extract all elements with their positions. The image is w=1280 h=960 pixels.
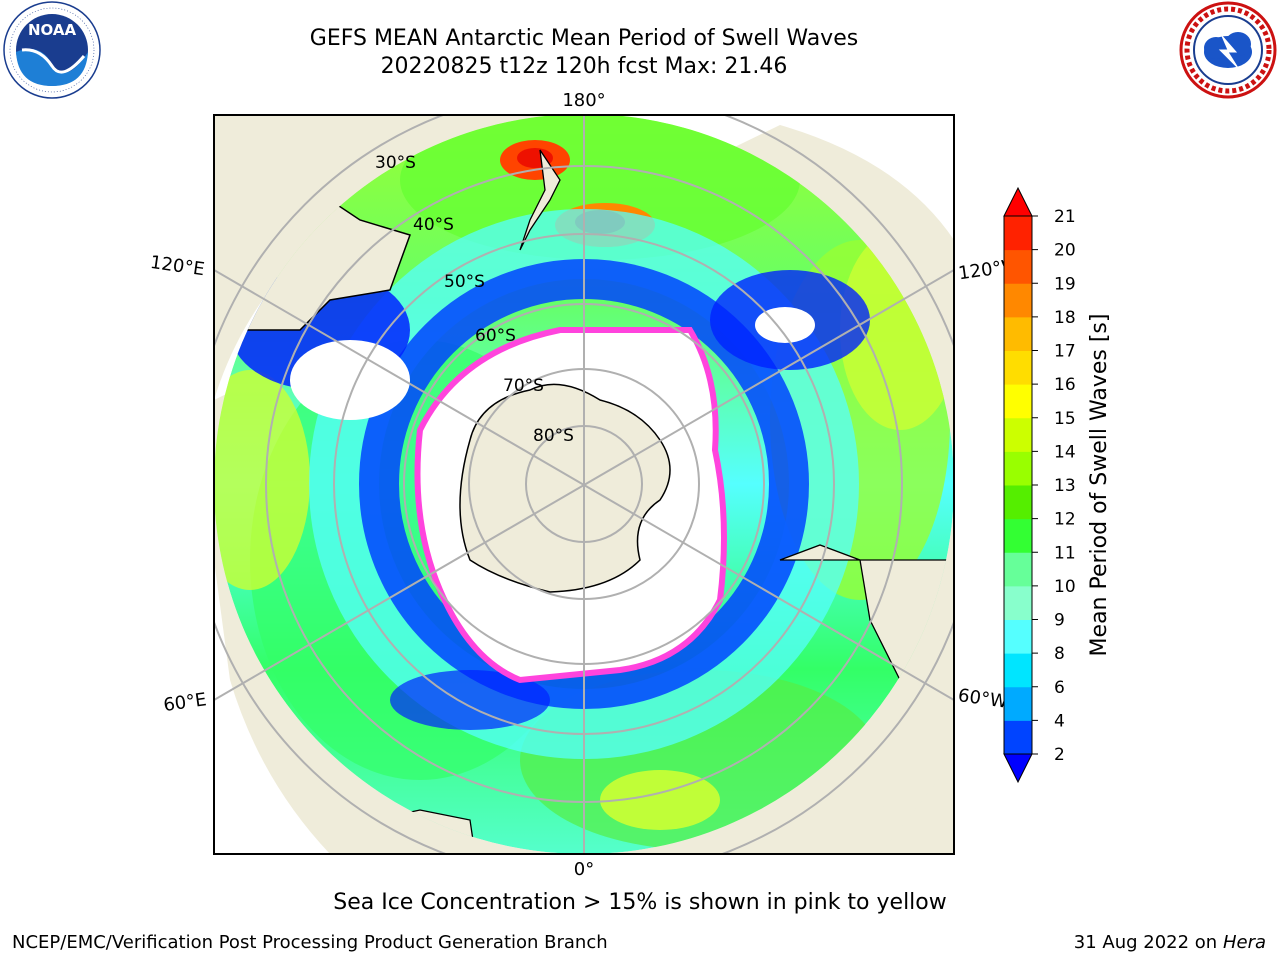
noaa-logo-icon: NOAA: [3, 1, 101, 99]
colorbar-tick-label: 10: [1054, 577, 1076, 597]
lon-label-60W: 60°W: [957, 685, 1009, 713]
graticule: [214, 115, 954, 854]
colorbar: 2 4 6 8 9 10 11 12 13 14 15 16 17 18 19 20 21: [1003, 186, 1076, 784]
footer-date: 31 Aug 2022 on Hera: [1074, 932, 1266, 953]
colorbar-segment: [1004, 585, 1032, 620]
lat-label-30S: 30°S: [375, 153, 416, 173]
colorbar-tick-label: 18: [1054, 308, 1076, 328]
colorbar-segment: [1004, 249, 1032, 284]
colorbar-tick-label: 20: [1054, 241, 1076, 261]
sea-ice-note: Sea Ice Concentration > 15% is shown in …: [333, 890, 947, 915]
lat-label-40S: 40°S: [413, 215, 454, 235]
colorbar-segment: [1004, 485, 1032, 520]
colorbar-tick-label: 6: [1054, 678, 1065, 698]
lon-label-180: 180°: [562, 90, 605, 111]
outside-land-lower-right: [840, 600, 954, 854]
colorbar-label: Mean Period of Swell Waves [s]: [1087, 314, 1112, 657]
colorbar-tick-label: 16: [1054, 375, 1076, 395]
colorbar-tick-label: 13: [1054, 476, 1076, 496]
colorbar-tick-label: 9: [1054, 611, 1065, 631]
svg-text:NOAA: NOAA: [28, 21, 77, 39]
colorbar-tick-label: 15: [1054, 409, 1076, 429]
outside-sea-lower-left: [214, 560, 330, 854]
colorbar-tick-label: 2: [1054, 745, 1065, 765]
colorbar-tick-label: 14: [1054, 442, 1076, 462]
colorbar-segment: [1004, 451, 1032, 486]
colorbar-segment: [1004, 552, 1032, 587]
colorbar-segment: [1004, 350, 1032, 385]
colorbar-segment: [1004, 417, 1032, 452]
lat-label-80S: 80°S: [533, 426, 574, 446]
national-weather-service-logo-icon: [1179, 1, 1277, 99]
colorbar-tick-label: 12: [1054, 510, 1076, 530]
colorbar-segment: [1004, 720, 1032, 755]
colorbar-segment: [1004, 653, 1032, 688]
colorbar-segment: [1004, 216, 1032, 251]
map-subtitle: 20220825 t12z 120h fcst Max: 21.46: [380, 54, 788, 79]
map-border: [213, 114, 955, 855]
colorbar-segment: [1004, 619, 1032, 654]
map-title: GEFS MEAN Antarctic Mean Period of Swell…: [309, 26, 859, 51]
colorbar-min-arrow: [1003, 753, 1033, 784]
new-zealand-landmass: [519, 149, 561, 251]
footer-host: Hera: [1222, 932, 1266, 953]
footer-credit: NCEP/EMC/Verification Post Processing Pr…: [12, 932, 608, 953]
colorbar-segment: [1004, 316, 1032, 351]
footer-date-text: 31 Aug 2022 on: [1073, 932, 1218, 953]
lon-label-60E: 60°E: [162, 689, 208, 716]
colorbar-segment: [1004, 518, 1032, 553]
lon-label-0: 0°: [574, 859, 594, 880]
colorbar-tick-label: 11: [1054, 543, 1076, 563]
colorbar-max-arrow: [1003, 186, 1033, 217]
lat-label-70S: 70°S: [503, 376, 544, 396]
lat-label-60S: 60°S: [475, 326, 516, 346]
meridian-60E-120W: [214, 269, 954, 701]
colorbar-tick-label: 17: [1054, 342, 1076, 362]
colorbar-tick-label: 4: [1054, 711, 1065, 731]
colorbar-tick-label: 21: [1054, 207, 1076, 227]
lon-label-120E: 120°E: [149, 252, 206, 280]
colorbar-segment: [1004, 283, 1032, 318]
lat-label-50S: 50°S: [444, 272, 485, 292]
colorbar-segment: [1004, 384, 1032, 419]
colorbar-tick-label: 8: [1054, 644, 1065, 664]
colorbar-tick-label: 19: [1054, 274, 1076, 294]
colorbar-segment: [1004, 686, 1032, 721]
